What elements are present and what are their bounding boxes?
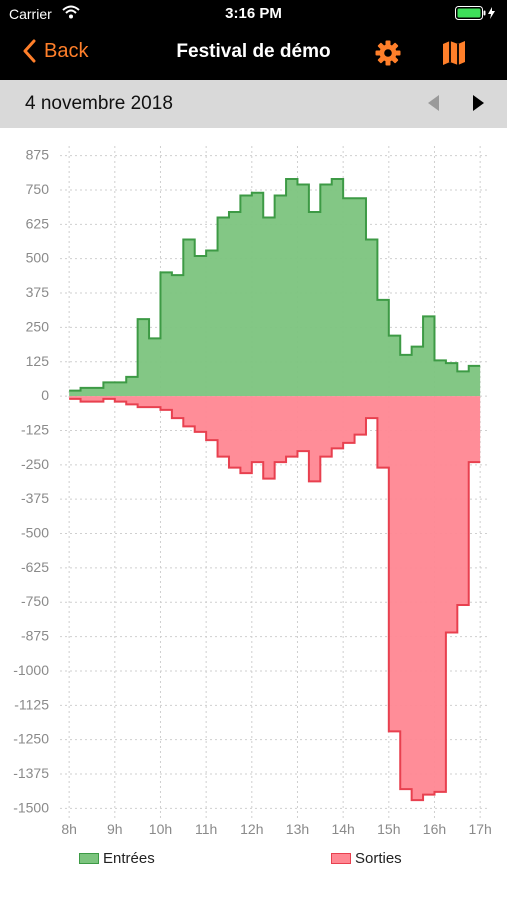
triangle-left-icon xyxy=(428,95,439,111)
x-tick-label: 11h xyxy=(195,821,217,837)
attendance-chart: 875 750 625 500 375 250 125 0 -125 -250 -375 -500 -6… xyxy=(13,146,492,837)
carrier-label: Carrier xyxy=(9,6,52,22)
y-tick-label: -1125 xyxy=(14,696,49,712)
y-tick-label: -1250 xyxy=(13,731,49,747)
y-tick-label: 0 xyxy=(41,387,49,403)
selected-date: 4 novembre 2018 xyxy=(25,93,173,114)
back-button[interactable]: Back xyxy=(22,39,88,63)
status-bar: Carrier 3:16 PM xyxy=(0,0,507,28)
y-tick-label: 875 xyxy=(26,147,50,163)
y-tick-label: 750 xyxy=(26,181,50,197)
navigation-bar: Back Festival de démo xyxy=(0,28,507,80)
y-tick-label: 375 xyxy=(26,284,50,300)
legend-label-entries: Entrées xyxy=(103,850,155,867)
back-label: Back xyxy=(44,39,89,62)
y-tick-label: 625 xyxy=(26,215,50,231)
y-tick-label: 125 xyxy=(26,353,50,369)
x-tick-label: 16h xyxy=(423,821,446,837)
status-time: 3:16 PM xyxy=(225,5,282,22)
y-tick-label: -250 xyxy=(21,456,49,472)
x-tick-label: 8h xyxy=(61,821,77,837)
y-tick-label: -625 xyxy=(21,559,49,575)
triangle-right-icon xyxy=(473,95,484,111)
x-tick-label: 17h xyxy=(468,821,491,837)
legend-label-exits: Sorties xyxy=(355,850,402,867)
next-day-button[interactable] xyxy=(472,94,486,117)
x-tick-label: 15h xyxy=(377,821,400,837)
x-tick-label: 10h xyxy=(149,821,172,837)
series-entries-area xyxy=(69,178,481,397)
x-tick-label: 13h xyxy=(286,821,309,837)
legend-item-exits: Sorties xyxy=(331,850,402,867)
x-tick-label: 9h xyxy=(107,821,123,837)
x-tick-label: 14h xyxy=(331,821,354,837)
map-icon[interactable] xyxy=(442,40,466,71)
y-tick-label: -1000 xyxy=(13,662,49,678)
y-tick-label: -1500 xyxy=(13,799,49,815)
y-tick-label: 500 xyxy=(26,250,50,266)
y-tick-label: 250 xyxy=(26,318,50,334)
date-bar: 4 novembre 2018 xyxy=(0,80,507,128)
legend-item-entries: Entrées xyxy=(79,850,155,867)
series-entries-line xyxy=(69,177,481,392)
y-tick-label: -875 xyxy=(21,628,49,644)
y-tick-label: -1375 xyxy=(13,765,49,781)
x-tick-label: 12h xyxy=(240,821,263,837)
previous-day-button[interactable] xyxy=(426,94,440,117)
series-exits-line xyxy=(69,397,481,802)
page-title: Festival de démo xyxy=(176,41,331,62)
legend-swatch-entries xyxy=(79,853,99,864)
battery-icon xyxy=(455,6,497,25)
gear-icon[interactable] xyxy=(375,40,401,71)
wifi-icon xyxy=(62,5,80,24)
chevron-left-icon xyxy=(23,39,36,63)
y-tick-label: -125 xyxy=(21,421,49,437)
y-tick-label: -500 xyxy=(21,525,49,541)
y-tick-label: -750 xyxy=(21,593,49,609)
legend-swatch-exits xyxy=(331,853,351,864)
y-tick-label: -375 xyxy=(21,490,49,506)
